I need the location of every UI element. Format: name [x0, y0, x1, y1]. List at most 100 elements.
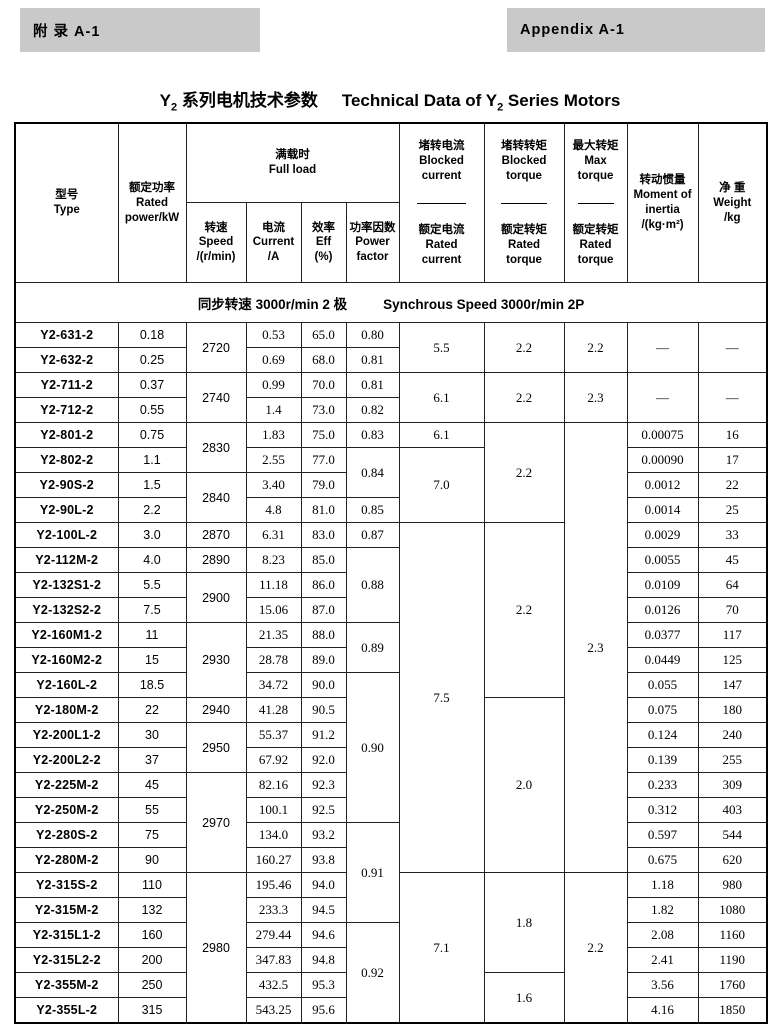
- cell-pf: 0.88: [345, 547, 400, 624]
- cell-current: 41.28: [245, 697, 302, 724]
- cell-eff: 77.0: [300, 447, 347, 474]
- page-title: Y2 系列电机技术参数 Technical Data of Y2 Series M…: [0, 86, 780, 113]
- table-row: Y2-132S2-2 7.5 15.06 87.0 0.0126 70: [14, 597, 768, 624]
- cell-power: 37: [117, 747, 187, 774]
- cell-eff: 88.0: [300, 622, 347, 649]
- cell-eff: 70.0: [300, 372, 347, 399]
- cell-weight: 64: [697, 572, 768, 599]
- cell-pf: 0.91: [345, 822, 400, 924]
- cell-inertia: 0.0109: [626, 572, 699, 599]
- cell-type: Y2-160M1-2: [14, 622, 119, 649]
- cell-weight: 240: [697, 722, 768, 749]
- cell-blk_i: 7.0: [398, 447, 485, 524]
- cell-power: 45: [117, 772, 187, 799]
- header-type: 型号 Type: [14, 122, 119, 284]
- cell-power: 0.55: [117, 397, 187, 424]
- cell-pf: 0.92: [345, 922, 400, 1024]
- cell-inertia: 2.41: [626, 947, 699, 974]
- cell-current: 0.69: [245, 347, 302, 374]
- cell-current: 55.37: [245, 722, 302, 749]
- cell-power: 11: [117, 622, 187, 649]
- cell-inertia: 1.82: [626, 897, 699, 924]
- cell-blk_t: 2.2: [483, 372, 565, 424]
- cell-inertia: 0.675: [626, 847, 699, 874]
- cell-current: 6.31: [245, 522, 302, 549]
- header-max-torque-ratio: 最大转矩 Max torque 额定转矩 Rated torque: [563, 122, 628, 284]
- cell-current: 347.83: [245, 947, 302, 974]
- section-title-zh: 同步转速 3000r/min 2 极: [197, 296, 348, 312]
- cell-power: 1.1: [117, 447, 187, 474]
- cell-weight: 1850: [697, 997, 768, 1024]
- header-speed: 转速 Speed /(r/min): [185, 202, 247, 284]
- cell-current: 279.44: [245, 922, 302, 949]
- table-row: Y2-90L-2 2.2 4.8 81.0 0.85 0.0014 25: [14, 497, 768, 524]
- cell-current: 15.06: [245, 597, 302, 624]
- cell-speed: 2970: [185, 772, 247, 874]
- cell-weight: 1160: [697, 922, 768, 949]
- cell-eff: 94.5: [300, 897, 347, 924]
- cell-pf: 0.81: [345, 347, 400, 374]
- cell-blk_t: 2.2: [483, 422, 565, 524]
- cell-blk_i: 6.1: [398, 372, 485, 424]
- cell-speed: 2890: [185, 547, 247, 574]
- table-row: Y2-132S1-2 5.5 2900 11.18 86.0 0.0109 64: [14, 572, 768, 624]
- cell-max_t: 2.3: [563, 372, 628, 424]
- cell-power: 250: [117, 972, 187, 999]
- header-max-torque: 最大转矩 Max torque: [572, 139, 619, 182]
- cell-eff: 87.0: [300, 597, 347, 624]
- cell-weight: 147: [697, 672, 768, 699]
- cell-inertia: —: [626, 322, 699, 374]
- header-eff: 效率 Eff (%): [300, 202, 347, 284]
- cell-type: Y2-225M-2: [14, 772, 119, 799]
- cell-eff: 94.6: [300, 922, 347, 949]
- cell-speed: 2870: [185, 522, 247, 549]
- cell-inertia: 0.075: [626, 697, 699, 724]
- cell-eff: 90.0: [300, 672, 347, 699]
- section-header-cell: 同步转速 3000r/min 2 极 Synchrous Speed 3000r/…: [14, 282, 768, 324]
- cell-current: 21.35: [245, 622, 302, 649]
- cell-pf: 0.84: [345, 447, 400, 499]
- header-inertia: 转动惯量 Moment of inertia /(kg·m²): [626, 122, 699, 284]
- cell-current: 0.99: [245, 372, 302, 399]
- cell-eff: 95.6: [300, 997, 347, 1024]
- appendix-tag-zh: 附 录 A-1: [20, 8, 260, 52]
- cell-type: Y2-160L-2: [14, 672, 119, 699]
- table-row: Y2-801-2 0.75 2830 1.83 75.0 0.83 6.1 2.2 2.3 0.0…: [14, 422, 768, 874]
- header-power-factor: 功率因数 Power factor: [345, 202, 400, 284]
- cell-power: 110: [117, 872, 187, 899]
- cell-eff: 86.0: [300, 572, 347, 599]
- table-row: Y2-112M-2 4.0 2890 8.23 85.0 0.88 0.0055 45: [14, 547, 768, 624]
- cell-max_t: 2.3: [563, 422, 628, 874]
- cell-speed: 2980: [185, 872, 247, 1024]
- cell-power: 0.75: [117, 422, 187, 449]
- cell-type: Y2-315L2-2: [14, 947, 119, 974]
- cell-weight: —: [697, 372, 768, 424]
- cell-inertia: 0.00075: [626, 422, 699, 449]
- table-row: Y2-632-2 0.25 0.69 68.0 0.81: [14, 347, 767, 374]
- cell-type: Y2-802-2: [14, 447, 119, 474]
- cell-max_t: 2.2: [563, 872, 628, 1024]
- cell-inertia: 3.56: [626, 972, 699, 999]
- cell-eff: 91.2: [300, 722, 347, 749]
- cell-weight: 70: [697, 597, 768, 624]
- cell-power: 4.0: [117, 547, 187, 574]
- table-row: Y2-711-2 0.37 2740 0.99 70.0 0.81 6.1 2.2 2.3— —: [14, 372, 768, 424]
- cell-type: Y2-280M-2: [14, 847, 119, 874]
- cell-weight: 22: [697, 472, 768, 499]
- cell-inertia: 0.597: [626, 822, 699, 849]
- cell-power: 75: [117, 822, 187, 849]
- cell-current: 432.5: [245, 972, 302, 999]
- header-current: 电流 Current /A: [245, 202, 302, 284]
- fraction-divider: [501, 202, 547, 204]
- cell-weight: 117: [697, 622, 768, 649]
- cell-power: 0.37: [117, 372, 187, 399]
- cell-blk_i: 6.1: [398, 422, 485, 449]
- cell-eff: 75.0: [300, 422, 347, 449]
- subscript: 2: [170, 101, 178, 114]
- cell-power: 15: [117, 647, 187, 674]
- cell-weight: 45: [697, 547, 768, 574]
- cell-power: 22: [117, 697, 187, 724]
- cell-weight: 25: [697, 497, 768, 524]
- table-row: Y2-250M-2 55 100.1 92.5 0.312 403: [14, 797, 768, 824]
- cell-blk_i: 7.5: [398, 522, 485, 874]
